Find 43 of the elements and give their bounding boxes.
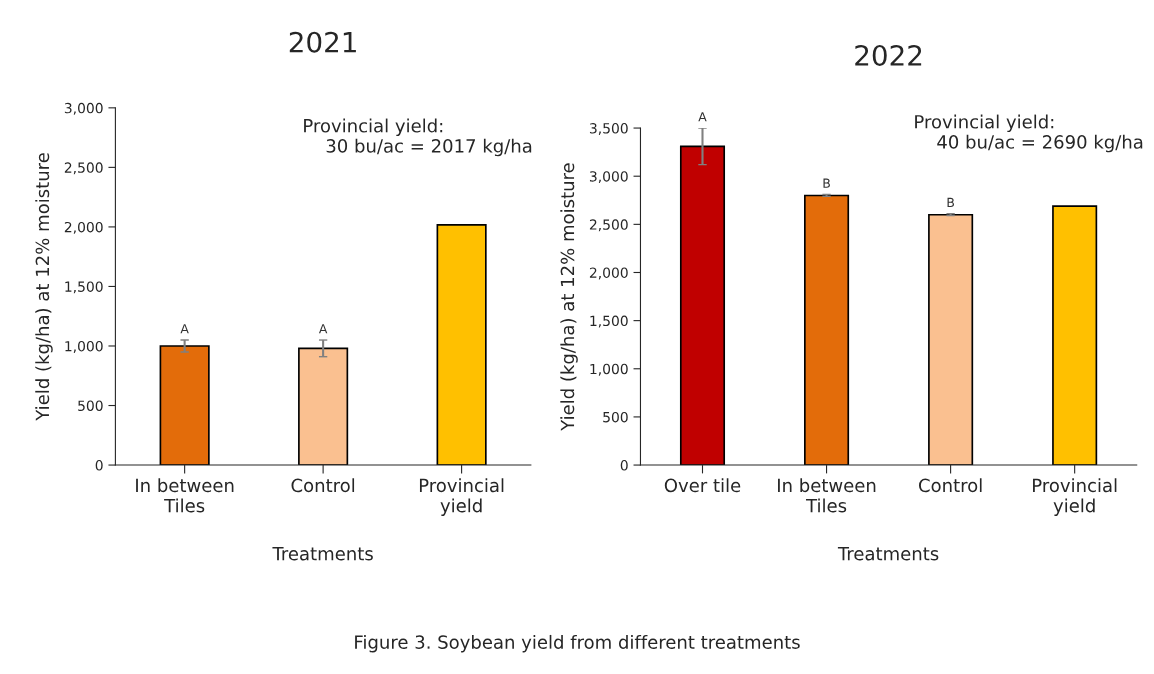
annotation: Provincial yield: 30 bu/ac = 2017 kg/ha	[304, 118, 532, 157]
x-tick-label: Control	[291, 478, 355, 493]
annotation: Provincial yield: 40 bu/ac = 2690 kg/ha	[915, 114, 1143, 153]
y-tick-label: 0	[620, 460, 628, 471]
x-tick-label: In between Tiles	[778, 478, 876, 513]
x-tick-label: Provincial yield	[1033, 478, 1117, 516]
x-tick-label: In between Tiles	[136, 478, 234, 513]
bar	[928, 213, 974, 466]
bar	[298, 347, 349, 466]
x-tick-label: Provincial yield	[419, 478, 504, 516]
annotation: B	[823, 178, 830, 188]
bar	[159, 345, 210, 466]
y-tick-label: 0	[95, 460, 103, 471]
x-tick-label: Over tile	[664, 478, 741, 493]
y-tick-label: 2,500	[64, 162, 103, 175]
y-axis-title: Yield (kg/ha) at 12% moisture	[35, 153, 53, 421]
chart-title: 2021	[289, 31, 356, 53]
chart-title: 2022	[855, 44, 922, 66]
bar	[679, 145, 726, 466]
annotation: A	[180, 324, 189, 334]
bar	[1052, 205, 1098, 466]
y-axis-title: Yield (kg/ha) at 12% moisture	[560, 163, 578, 431]
bar	[804, 194, 850, 466]
y-tick-label: 1,000	[590, 363, 628, 376]
caption: Figure 3. Soybean yield from different treatments	[355, 634, 800, 653]
annotation: A	[318, 324, 328, 334]
y-tick-label: 2,000	[589, 267, 628, 280]
y-tick-label: 1,500	[590, 315, 628, 328]
bar	[436, 224, 487, 466]
x-axis-title: Treatments	[272, 547, 373, 561]
y-tick-label: 2,000	[64, 221, 103, 234]
y-tick-label: 3,000	[589, 171, 628, 184]
y-tick-label: 2,500	[589, 219, 628, 232]
y-tick-label: 3,000	[64, 102, 103, 115]
x-axis-title: Treatments	[837, 547, 939, 561]
annotation: B	[947, 197, 955, 207]
y-tick-label: 1,500	[65, 281, 103, 294]
x-tick-label: Control	[918, 478, 982, 493]
annotation: A	[698, 112, 707, 122]
y-tick-label: 3,500	[589, 123, 628, 135]
y-tick-label: 500	[603, 411, 628, 423]
y-tick-label: 500	[78, 400, 103, 411]
y-tick-label: 1,000	[65, 340, 103, 353]
